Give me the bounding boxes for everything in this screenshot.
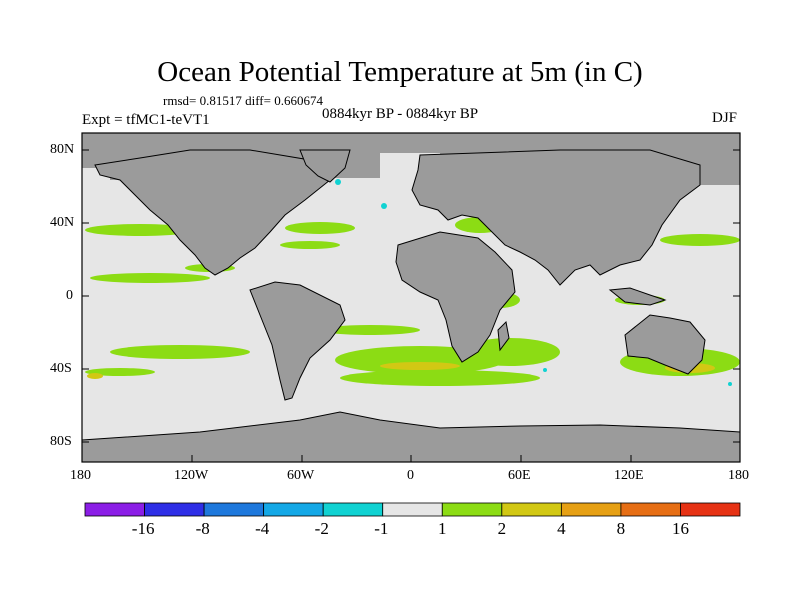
- colorbar-label: 4: [557, 519, 566, 538]
- colorbar-label: -16: [131, 519, 155, 538]
- colorbar-swatch: [263, 502, 324, 517]
- colorbar-swatch: [382, 502, 443, 517]
- lat-label-40n: 40N: [50, 215, 75, 230]
- colorbar-swatch: [560, 502, 622, 517]
- colorbar-swatch: [501, 502, 562, 517]
- colorbar-label: -1: [374, 519, 389, 538]
- lat-label-80s: 80S: [50, 434, 72, 449]
- australia: [624, 314, 706, 375]
- greenland: [299, 149, 351, 183]
- eurasia: [411, 149, 701, 286]
- period-label: 0884kyr BP - 0884kyr BP: [322, 106, 479, 122]
- experiment-label: Expt = tfMC1-teVT1: [82, 112, 210, 128]
- colorbar-swatch: [203, 502, 265, 517]
- colorbar-label: 16: [671, 519, 689, 538]
- lat-label-0: 0: [66, 288, 73, 303]
- lon-ticks: [81, 455, 741, 462]
- colorbar-label: 1: [438, 519, 447, 538]
- southeast-asia-islands: [608, 287, 667, 306]
- colorbar-label: 2: [497, 519, 507, 538]
- antarctica: [82, 411, 740, 462]
- colorbar-label: 8: [616, 519, 626, 538]
- colorbar-swatch: [322, 502, 384, 517]
- lat-ticks: [82, 149, 740, 443]
- africa: [395, 231, 516, 363]
- lon-label-120w: 120W: [174, 468, 209, 483]
- lon-label-120e: 120E: [614, 468, 644, 483]
- lon-label-0: 0: [407, 468, 414, 483]
- lon-label-180e: 180: [728, 468, 749, 483]
- lon-label-60e: 60E: [508, 468, 531, 483]
- plot-title: Ocean Potential Temperature at 5m (in C): [157, 56, 643, 88]
- lon-label-60w: 60W: [287, 468, 315, 483]
- season-label: DJF: [712, 110, 738, 126]
- colorbar-swatch: [680, 502, 741, 517]
- colorbar-label: -2: [314, 519, 329, 538]
- north-america: [94, 149, 331, 276]
- colorbar-swatch: [441, 502, 503, 517]
- madagascar: [497, 320, 510, 352]
- stats-label: rmsd= 0.81517 diff= 0.660674: [163, 93, 323, 108]
- lat-label-40s: 40S: [50, 361, 72, 376]
- colorbar-label: -4: [255, 519, 270, 538]
- colorbar-swatch: [620, 502, 681, 517]
- colorbar-swatch: [84, 502, 145, 517]
- colorbar-label: -8: [195, 519, 210, 538]
- south-america: [249, 281, 346, 401]
- lat-label-80n: 80N: [50, 142, 75, 157]
- colorbar-swatch: [144, 502, 205, 517]
- lon-label-180w: 180: [70, 468, 91, 483]
- continents: [82, 149, 740, 462]
